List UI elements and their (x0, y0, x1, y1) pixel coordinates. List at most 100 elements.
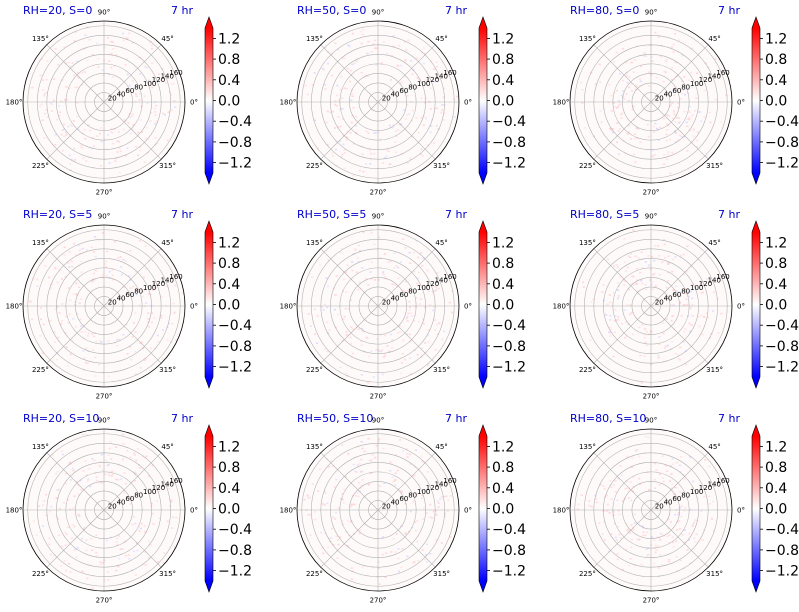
field-cell (324, 532, 327, 535)
field-cell (620, 322, 623, 325)
colorbar-tick-label: 0.0 (218, 502, 240, 518)
field-cell (422, 257, 425, 259)
field-cell (441, 104, 444, 106)
field-cell (154, 114, 157, 116)
field-cell (634, 255, 637, 258)
field-cell (151, 47, 154, 50)
field-cell (173, 546, 177, 549)
field-cell (682, 341, 685, 343)
polar-spine (22, 428, 186, 592)
field-cell (90, 537, 93, 540)
field-cell (101, 469, 104, 471)
field-cell (367, 437, 370, 440)
field-cell (670, 46, 673, 49)
field-cell (626, 81, 629, 84)
field-cell (367, 382, 370, 384)
field-cell (667, 560, 671, 563)
field-cell (384, 576, 387, 578)
field-cell (629, 138, 633, 140)
field-cell (147, 317, 150, 320)
field-cell (595, 498, 598, 500)
field-cell (49, 553, 52, 556)
field-cell (139, 73, 142, 75)
field-cell (623, 309, 626, 311)
field-cell (589, 339, 592, 341)
field-cell (688, 118, 691, 121)
field-cell (173, 100, 176, 102)
field-cell (131, 293, 134, 295)
field-cell (667, 271, 670, 274)
field-cell (629, 284, 632, 286)
field-cell (404, 247, 407, 249)
field-cell (609, 326, 612, 329)
field-cell (362, 29, 365, 31)
field-cell (342, 318, 346, 321)
field-cell (61, 303, 64, 305)
field-cell (87, 478, 90, 481)
field-cell (72, 469, 75, 472)
field-cell (632, 529, 635, 531)
angle-tick-label: 315° (706, 162, 723, 170)
field-cell (160, 317, 163, 319)
field-cell (152, 523, 155, 525)
field-cell (94, 256, 97, 258)
field-cell (103, 46, 106, 49)
field-cell (138, 467, 141, 469)
field-cell (132, 124, 135, 126)
field-cell (65, 569, 68, 572)
field-cell (85, 249, 88, 251)
field-cell (132, 285, 135, 288)
radial-tick-label: 140 (435, 481, 448, 489)
field-cell (619, 537, 622, 539)
field-cell (436, 333, 439, 335)
field-cell (69, 508, 72, 511)
field-cell (719, 121, 722, 123)
field-cell (326, 350, 329, 353)
field-cell (115, 446, 118, 449)
field-cell (602, 299, 606, 302)
field-cell (679, 254, 683, 257)
field-cell (426, 471, 429, 473)
field-cell (677, 357, 680, 360)
field-cell (128, 116, 131, 119)
field-cell (55, 358, 58, 361)
field-cell (417, 277, 420, 280)
colorbar-tick-label: −0.4 (765, 114, 799, 130)
field-cell (351, 95, 354, 98)
field-cell (681, 89, 684, 91)
field-cell (139, 146, 142, 148)
field-cell (633, 137, 637, 140)
field-cell (83, 71, 86, 73)
field-cell (99, 465, 102, 468)
field-cell (639, 354, 642, 357)
field-cell (306, 494, 309, 497)
field-cell (411, 73, 414, 75)
field-cell (413, 319, 416, 322)
angle-tick-label: 225° (306, 162, 323, 170)
field-cell (630, 538, 633, 541)
field-cell (319, 468, 322, 470)
field-cell (147, 79, 150, 82)
field-cell (406, 315, 409, 318)
field-cell (692, 283, 695, 286)
radial-tick-label: 160 (443, 69, 456, 77)
field-cell (622, 90, 625, 92)
field-cell (395, 151, 398, 154)
field-cell (420, 97, 423, 99)
field-cell (400, 566, 403, 569)
field-cell (421, 155, 425, 157)
field-cell (438, 322, 441, 325)
field-cell (360, 441, 363, 443)
field-cell (373, 132, 376, 134)
field-cell (127, 554, 130, 556)
field-cell (73, 158, 77, 161)
field-cell (406, 555, 409, 557)
field-cell (617, 318, 620, 321)
field-cell (355, 115, 358, 118)
field-cell (382, 273, 385, 275)
field-cell (641, 323, 644, 326)
field-cell (421, 518, 424, 521)
field-cell (307, 496, 310, 498)
field-cell (76, 313, 79, 315)
field-cell (599, 484, 602, 486)
